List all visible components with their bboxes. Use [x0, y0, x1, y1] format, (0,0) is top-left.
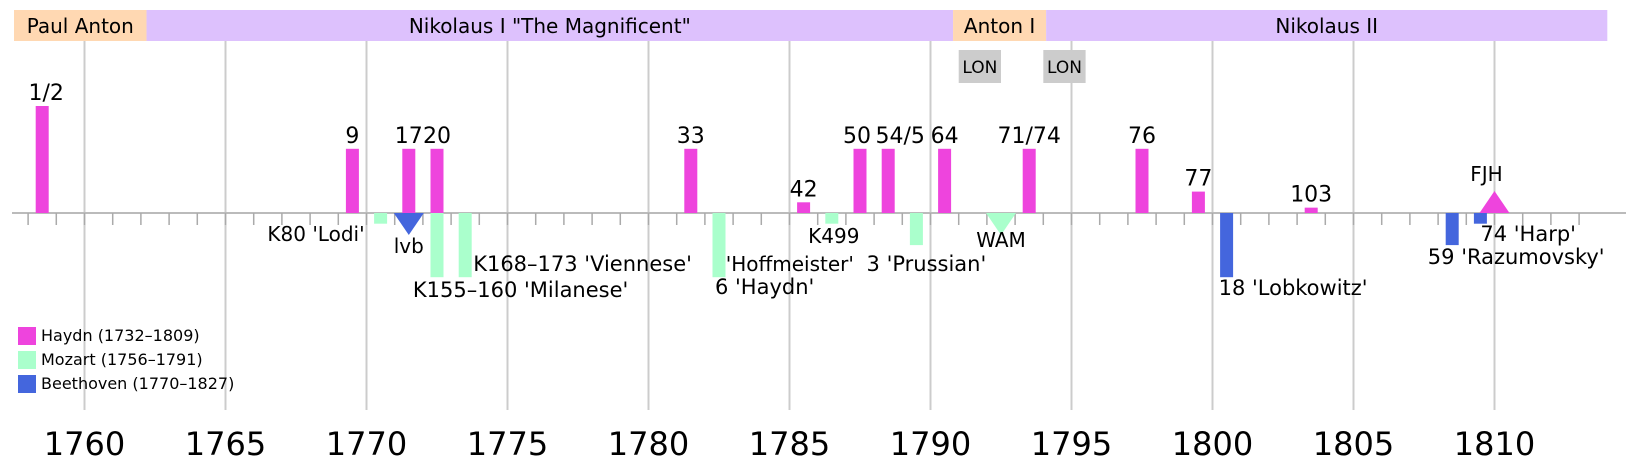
quartet-bar — [938, 148, 952, 213]
x-tick-label: 1775 — [467, 425, 548, 461]
haydn-bar-label: 1/2 — [28, 81, 63, 106]
haydn-bar-label: 76 — [1128, 124, 1156, 149]
marker-label: WAM — [976, 228, 1026, 252]
quartet-bar — [1304, 207, 1318, 213]
x-tick-label: 1805 — [1313, 425, 1394, 461]
quartet-bar — [1191, 191, 1205, 213]
patron-band: Paul Anton Nikolaus I "The Magnificent" An… — [14, 10, 1608, 41]
mozart-bar-label: 'Hoffmeister' — [726, 252, 854, 276]
patron-label: Nikolaus I "The Magnificent" — [409, 14, 691, 38]
x-tick-label: 1810 — [1454, 425, 1535, 461]
patron-bar — [1046, 10, 1608, 41]
quartet-bar — [797, 202, 811, 213]
haydn-bar-label: 71/74 — [997, 124, 1060, 149]
quartet-bar — [712, 213, 726, 278]
patron-label: Paul Anton — [27, 14, 134, 38]
mozart-bar-label: K168–173 'Viennese' — [473, 252, 692, 276]
legend-label: Haydn (1732–1809) — [41, 326, 200, 345]
mozart-bar-label: K155–160 'Milanese' — [413, 278, 628, 302]
quartet-bar — [345, 148, 359, 213]
bar-labels: 1/2 9 33 42 64 71/74 76 77 103 17 20 50 54/5 K80 'Lod… — [28, 81, 1604, 302]
quartet-bars — [35, 106, 1487, 278]
marker-label: FJH — [1470, 162, 1502, 186]
haydn-bar-label: 54/5 — [875, 124, 924, 149]
quartet-bar — [430, 213, 444, 278]
quartet-bar — [1135, 148, 1149, 213]
x-tick-label: 1795 — [1031, 425, 1112, 461]
quartet-bar — [1445, 213, 1459, 246]
quartet-bar — [35, 106, 49, 213]
legend-label: Beethoven (1770–1827) — [41, 374, 234, 393]
time-axis: 1760 1765 1770 1775 1780 1785 1790 1795 1800 1805… — [12, 212, 1626, 461]
haydn-bar-label: 9 — [345, 124, 359, 149]
x-tick-label: 1780 — [608, 425, 689, 461]
haydn-bar-label: 77 — [1184, 167, 1212, 192]
patron-bar — [146, 10, 954, 41]
x-tick-label: 1785 — [749, 425, 830, 461]
legend-swatch — [18, 351, 36, 369]
x-tick-label: 1760 — [44, 425, 125, 461]
x-tick-label: 1790 — [890, 425, 971, 461]
life-marker — [393, 213, 424, 235]
life-marker — [1479, 191, 1510, 213]
legend-swatch — [18, 327, 36, 345]
quartet-bar — [853, 148, 867, 213]
x-tick-label: 1770 — [326, 425, 407, 461]
haydn-bar-label: 50 — [843, 124, 871, 149]
haydn-bar-label: 103 — [1290, 183, 1332, 208]
x-tick-label: 1765 — [185, 425, 266, 461]
patron-label: Anton I — [964, 14, 1035, 38]
quartet-bar — [825, 213, 839, 224]
legend: Haydn (1732–1809) Mozart (1756–1791) Beeth… — [18, 326, 234, 393]
mozart-bar-label: 6 'Haydn' — [715, 275, 814, 299]
beethoven-bar-label: 18 'Lobkowitz' — [1219, 276, 1368, 300]
haydn-bar-label: 33 — [677, 124, 705, 149]
patron-bar — [953, 10, 1047, 41]
haydn-bar-label: 64 — [931, 124, 959, 149]
quartet-bar — [1022, 148, 1036, 213]
life-markers — [393, 191, 1510, 235]
london-visit-box — [1043, 50, 1086, 83]
london-visits: LON LON — [958, 50, 1086, 83]
quartet-bar — [684, 148, 698, 213]
london-visit-label: LON — [962, 58, 997, 78]
beethoven-bar-label: 74 'Harp' — [1480, 222, 1576, 246]
london-visit-label: LON — [1047, 58, 1082, 78]
patron-bar — [14, 10, 147, 41]
quartet-bar — [881, 148, 895, 213]
quartet-bar — [430, 148, 444, 213]
quartet-bar — [402, 148, 416, 213]
quartet-bar — [458, 213, 472, 278]
marker-label: lvb — [394, 234, 424, 258]
mozart-bar-label: 3 'Prussian' — [867, 252, 987, 276]
life-marker — [986, 213, 1016, 235]
grid-layer — [83, 41, 1496, 410]
legend-label: Mozart (1756–1791) — [41, 350, 203, 369]
patron-label: Nikolaus II — [1275, 14, 1378, 38]
haydn-bar-label: 17 — [395, 124, 423, 149]
mozart-bar-label: K499 — [808, 224, 859, 248]
quartet-bar — [909, 213, 923, 246]
quartet-bar — [1473, 213, 1487, 224]
haydn-bar-label: 42 — [790, 177, 818, 202]
beethoven-bar-label: 59 'Razumovsky' — [1428, 245, 1605, 269]
quartet-bar — [1220, 213, 1234, 278]
mozart-bar-label: K80 'Lodi' — [267, 222, 364, 246]
haydn-bar-label: 20 — [423, 124, 451, 149]
x-tick-label: 1800 — [1172, 425, 1253, 461]
london-visit-box — [958, 50, 1001, 83]
quartet-bar — [374, 213, 388, 224]
legend-swatch — [18, 375, 36, 393]
